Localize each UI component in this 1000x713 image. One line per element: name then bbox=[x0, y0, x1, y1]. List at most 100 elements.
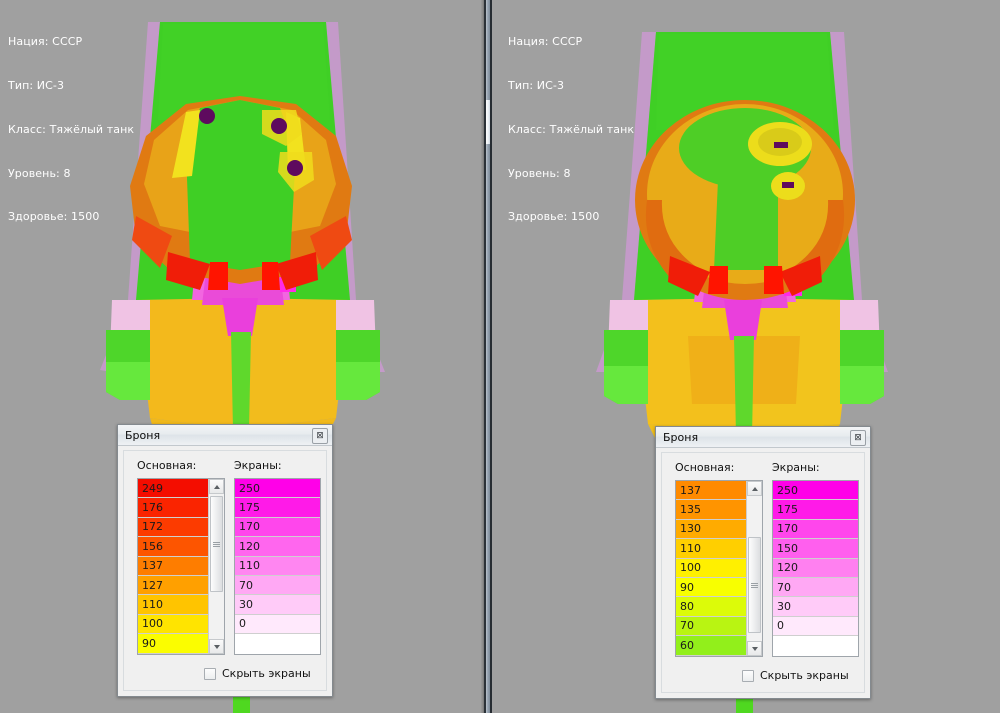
screen-list-item[interactable]: 110 bbox=[235, 556, 320, 576]
listbox-scrollbar[interactable] bbox=[208, 479, 224, 654]
screen-panel-right bbox=[830, 32, 888, 372]
viewport-right[interactable]: Нация: СССР Тип: ИС-3 Класс: Тяжёлый тан… bbox=[492, 0, 1000, 713]
close-icon[interactable]: ⊠ bbox=[850, 430, 866, 446]
armor-list-item[interactable]: 137 bbox=[676, 481, 747, 501]
track-left-inner bbox=[106, 362, 150, 400]
armor-list-item[interactable]: 137 bbox=[138, 556, 209, 576]
armor-list-item[interactable]: 60 bbox=[676, 636, 747, 656]
armor-dialog-left[interactable]: Броня ⊠ Основная: Экраны: 249 176 172 156 13… bbox=[117, 424, 333, 697]
armor-list-item[interactable]: 110 bbox=[138, 595, 209, 615]
armor-list-item[interactable]: 80 bbox=[676, 597, 747, 617]
screen-list-item-empty[interactable] bbox=[773, 636, 858, 656]
hide-screens-checkbox[interactable] bbox=[742, 669, 754, 682]
armor-list-item[interactable]: 100 bbox=[138, 614, 209, 635]
splitter-thumb[interactable] bbox=[486, 100, 490, 144]
armor-value: 249 bbox=[142, 481, 163, 495]
listbox-scrollbar[interactable] bbox=[746, 481, 762, 656]
armor-list-item[interactable]: 127 bbox=[138, 575, 209, 596]
armor-list-item[interactable]: 135 bbox=[676, 500, 747, 520]
splitter-track[interactable] bbox=[486, 0, 490, 713]
screen-list-item[interactable]: 170 bbox=[773, 519, 858, 540]
scrollbar-thumb[interactable] bbox=[748, 537, 761, 633]
armor-value: 60 bbox=[680, 638, 694, 652]
screen-list-item[interactable]: 175 bbox=[235, 498, 320, 518]
armor-list-item[interactable]: 110 bbox=[676, 539, 747, 559]
armor-value: 100 bbox=[680, 561, 701, 575]
scroll-down-icon[interactable] bbox=[209, 639, 224, 654]
dialog-body: Основная: Экраны: 137 135 130 110 100 90 80 70 6… bbox=[661, 452, 865, 693]
hide-screens-row[interactable]: Скрыть экраны bbox=[204, 667, 311, 680]
screen-list-item[interactable]: 120 bbox=[235, 537, 320, 557]
screen-list-item[interactable]: 30 bbox=[235, 595, 320, 615]
screen-value: 250 bbox=[777, 483, 798, 497]
main-armor-listbox[interactable]: 249 176 172 156 137 127 110 100 90 bbox=[137, 478, 225, 655]
dialog-title-bar[interactable]: Броня ⊠ bbox=[656, 427, 870, 448]
screen-value: 30 bbox=[239, 598, 253, 612]
armor-value: 110 bbox=[680, 541, 701, 555]
screens-label: Экраны: bbox=[234, 459, 282, 472]
screen-panel-left bbox=[596, 32, 656, 372]
splitter-left-edge bbox=[481, 0, 484, 713]
screen-list-item[interactable]: 70 bbox=[235, 575, 320, 596]
screen-panel-right bbox=[326, 22, 385, 372]
armor-value: 130 bbox=[680, 522, 701, 536]
armor-dialog-right[interactable]: Броня ⊠ Основная: Экраны: 137 135 130 110 10… bbox=[655, 426, 871, 699]
screen-list-item[interactable]: 0 bbox=[773, 616, 858, 637]
screen-list-item[interactable]: 150 bbox=[773, 539, 858, 559]
screen-value: 30 bbox=[777, 600, 791, 614]
viewport-left[interactable]: Нация: СССР Тип: ИС-3 Класс: Тяжёлый тан… bbox=[0, 0, 483, 713]
armor-list-item[interactable]: 156 bbox=[138, 537, 209, 557]
screen-value: 0 bbox=[239, 617, 246, 631]
armor-value: 176 bbox=[142, 501, 163, 515]
splitter-dark-line-2 bbox=[490, 0, 492, 713]
screen-value: 150 bbox=[777, 541, 798, 555]
screen-list-item[interactable]: 175 bbox=[773, 500, 858, 520]
screen-value: 110 bbox=[239, 559, 260, 573]
tank-armor-model-right[interactable] bbox=[492, 0, 1000, 713]
scrollbar-thumb[interactable] bbox=[210, 496, 223, 592]
dialog-title-bar[interactable]: Броня ⊠ bbox=[118, 425, 332, 446]
screen-list-item[interactable]: 170 bbox=[235, 517, 320, 538]
armor-value: 156 bbox=[142, 539, 163, 553]
screen-list-item[interactable]: 30 bbox=[773, 597, 858, 617]
screen-list-item[interactable]: 250 bbox=[773, 481, 858, 501]
hull-upper-front-plate-shade bbox=[158, 24, 330, 120]
turret-chin-center-red bbox=[708, 266, 728, 294]
vehicle-info-right: Нация: СССР Тип: ИС-3 Класс: Тяжёлый тан… bbox=[508, 6, 634, 254]
info-line-nation: Нация: СССР bbox=[508, 35, 583, 49]
scroll-down-icon[interactable] bbox=[747, 641, 762, 656]
screens-listbox[interactable]: 250 175 170 150 120 70 30 0 bbox=[772, 480, 859, 657]
turret-chin-left-red bbox=[166, 252, 210, 290]
splitter-dark-line bbox=[484, 0, 486, 713]
main-armor-listbox[interactable]: 137 135 130 110 100 90 80 70 60 bbox=[675, 480, 763, 657]
tank-armor-model-left[interactable] bbox=[0, 0, 483, 713]
close-icon[interactable]: ⊠ bbox=[312, 428, 328, 444]
armor-value: 137 bbox=[142, 559, 163, 573]
armor-list-item[interactable]: 172 bbox=[138, 517, 209, 538]
screens-listbox[interactable]: 250 175 170 120 110 70 30 0 bbox=[234, 478, 321, 655]
armor-list-item[interactable]: 130 bbox=[676, 519, 747, 540]
screen-value: 0 bbox=[777, 619, 784, 633]
hide-screens-checkbox[interactable] bbox=[204, 667, 216, 680]
hide-screens-row[interactable]: Скрыть экраны bbox=[742, 669, 849, 682]
armor-list-item[interactable]: 90 bbox=[676, 577, 747, 598]
screen-list-item-empty[interactable] bbox=[235, 634, 320, 654]
screen-list-item[interactable]: 120 bbox=[773, 558, 858, 578]
armor-value: 110 bbox=[142, 598, 163, 612]
armor-value: 70 bbox=[680, 619, 694, 633]
screens-label: Экраны: bbox=[772, 461, 820, 474]
scroll-up-icon[interactable] bbox=[209, 479, 224, 494]
screen-value: 175 bbox=[239, 501, 260, 515]
scroll-up-icon[interactable] bbox=[747, 481, 762, 496]
armor-list-item[interactable]: 249 bbox=[138, 479, 209, 499]
armor-list-item[interactable]: 176 bbox=[138, 498, 209, 518]
turret-chin-right-red bbox=[780, 256, 822, 296]
armor-list-item[interactable]: 100 bbox=[676, 558, 747, 578]
armor-value: 90 bbox=[142, 636, 156, 650]
screen-list-item[interactable]: 70 bbox=[773, 577, 858, 598]
screen-list-item[interactable]: 250 bbox=[235, 479, 320, 499]
armor-list-item[interactable]: 70 bbox=[676, 616, 747, 637]
armor-list-item[interactable]: 90 bbox=[138, 634, 209, 654]
track-right-inner bbox=[840, 366, 884, 404]
screen-list-item[interactable]: 0 bbox=[235, 614, 320, 635]
